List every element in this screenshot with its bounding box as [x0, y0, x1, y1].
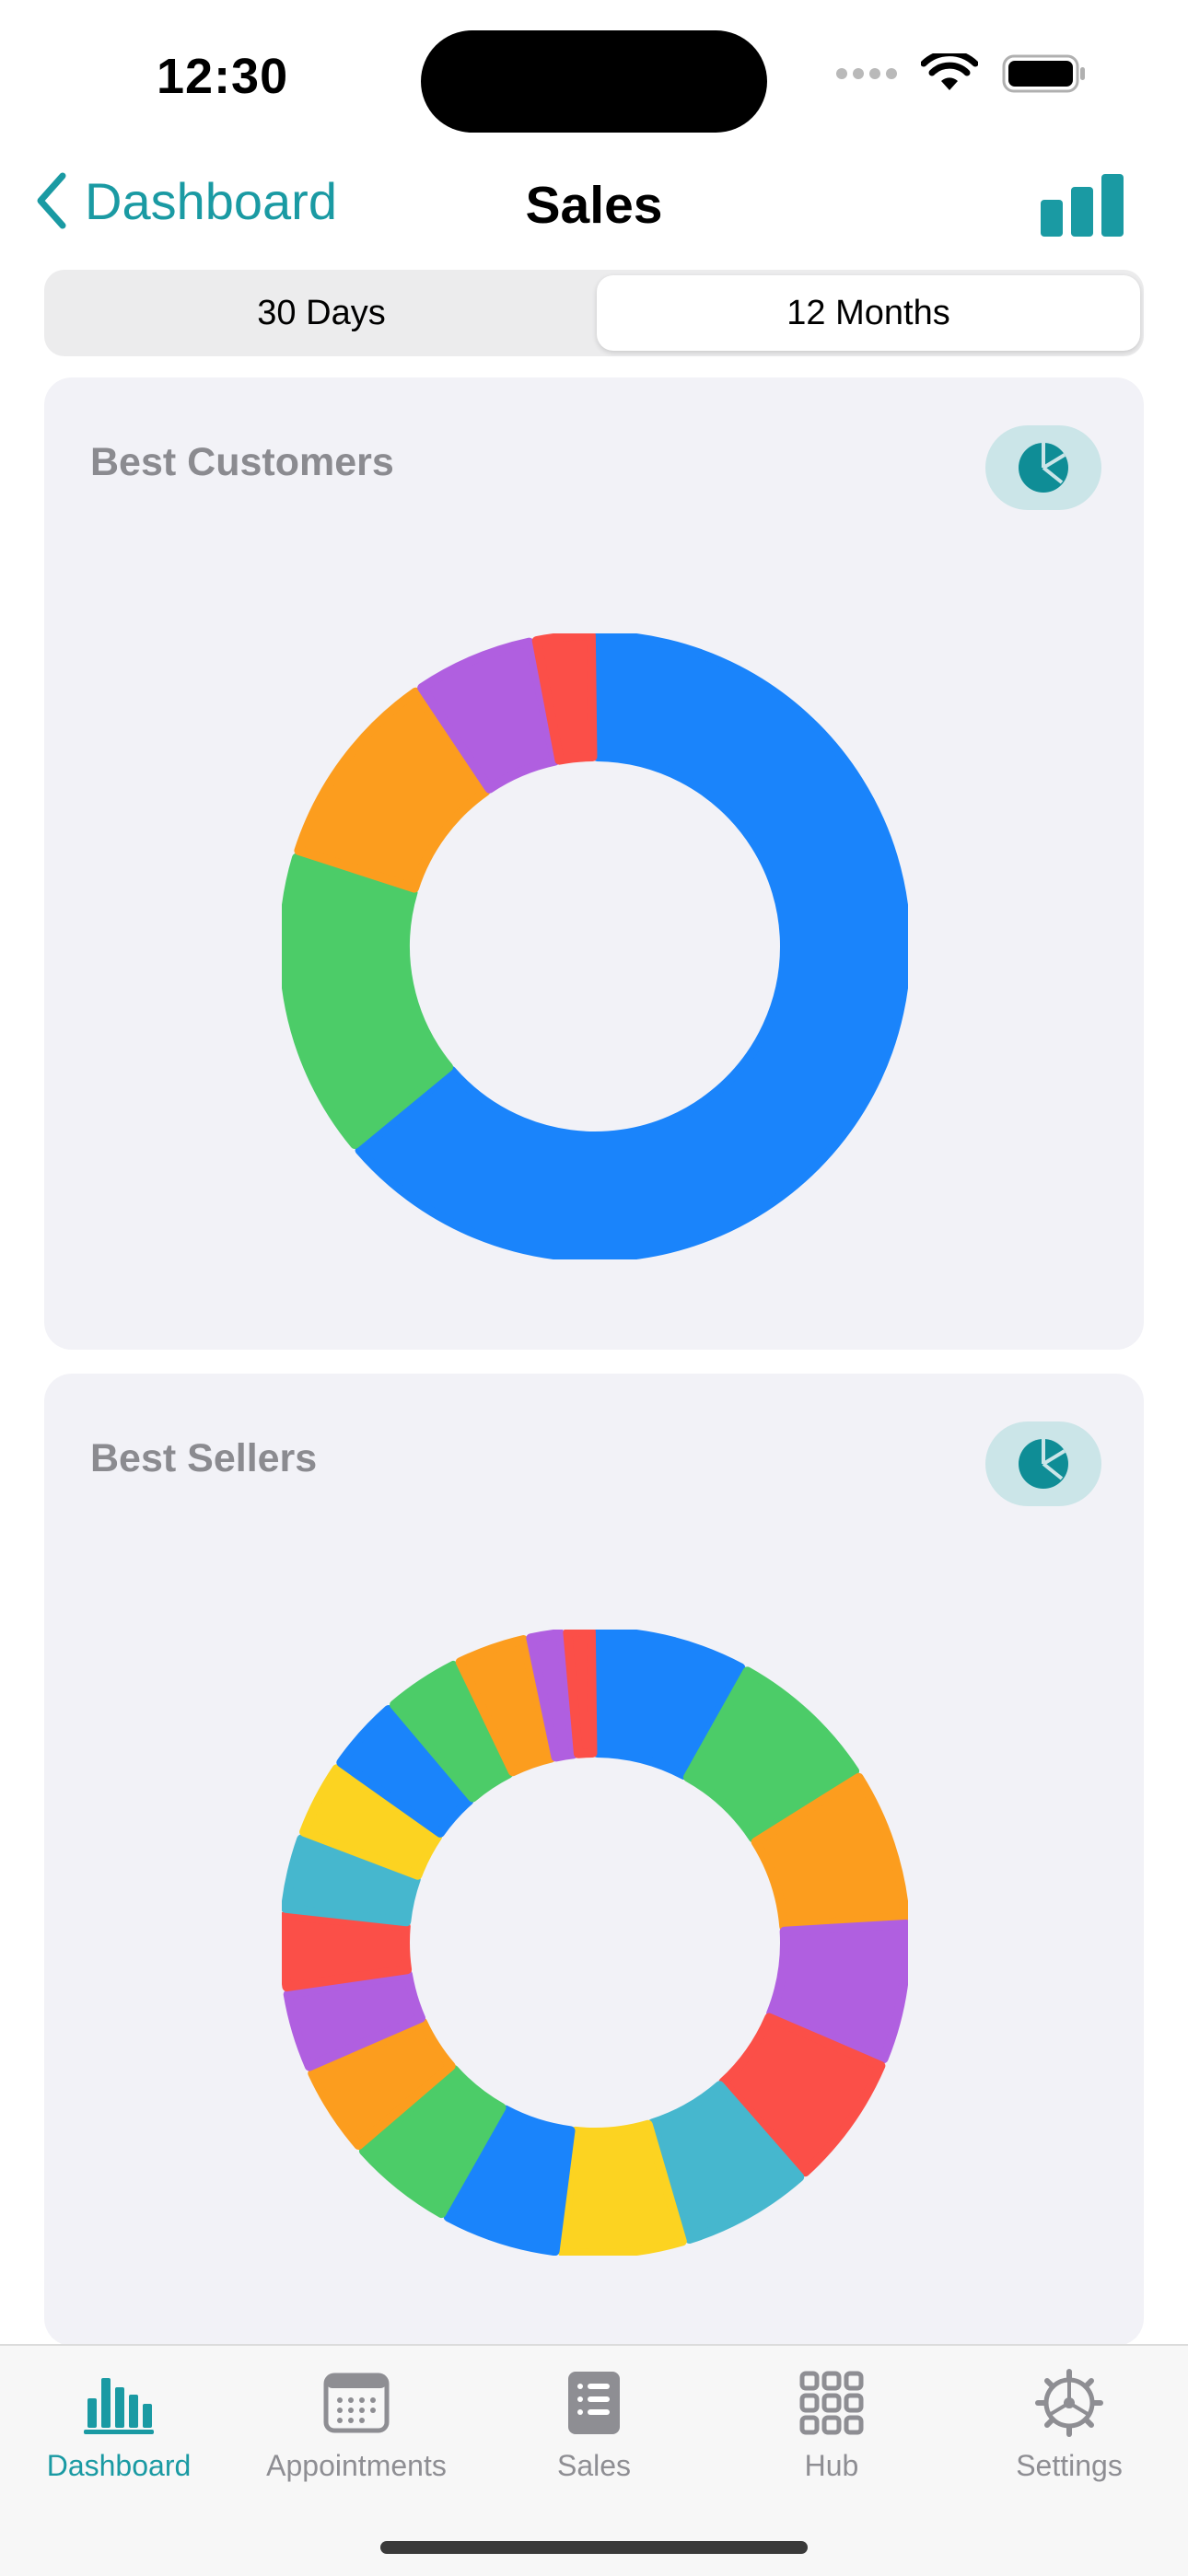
best-customers-donut-chart [282, 633, 908, 1259]
donut-slice-5 [718, 2013, 886, 2177]
donut-slice-6 [647, 2081, 805, 2245]
tab-settings[interactable]: Settings [950, 2366, 1188, 2483]
donut-slice-3 [294, 687, 491, 893]
chart-view-button[interactable] [1039, 172, 1125, 243]
dashboard-bars-icon [82, 2366, 156, 2440]
donut-slice-1 [592, 1630, 746, 1780]
donut-slice-19 [563, 1630, 598, 1758]
dynamic-island [421, 30, 767, 133]
donut-slice-7 [557, 2119, 687, 2256]
donut-slice-12 [282, 1910, 413, 1992]
list-doc-icon [566, 2366, 622, 2440]
chevron-left-icon [37, 172, 66, 229]
tab-label: Sales [556, 2449, 632, 2482]
pie-chart-toggle-button[interactable] [985, 425, 1101, 510]
best-sellers-donut-chart [282, 1630, 908, 2256]
pie-chart-icon [1019, 1439, 1068, 1489]
segment-12-months[interactable]: 12 Months [597, 275, 1140, 351]
tab-label: Appointments [266, 2449, 447, 2482]
donut-slice-15 [336, 1705, 474, 1838]
donut-slice-13 [282, 1834, 421, 1927]
status-time: 12:30 [157, 49, 289, 104]
wifi-icon [921, 53, 978, 90]
period-segmented-control: 30 Days 12 Months [44, 270, 1144, 356]
donut-slice-10 [308, 2017, 456, 2151]
tab-hub[interactable]: Hub [713, 2366, 950, 2483]
tab-appointments[interactable]: Appointments [238, 2366, 475, 2483]
donut-slice-3 [751, 1772, 908, 1932]
donut-slice-11 [283, 1969, 426, 2071]
battery-icon [1002, 54, 1085, 93]
tab-bar: Dashboard Appointments [0, 2344, 1188, 2576]
gear-icon [1034, 2366, 1104, 2440]
card-title: Best Customers [90, 440, 394, 484]
tab-sales[interactable]: Sales [475, 2366, 713, 2483]
tab-label: Settings [1016, 2449, 1123, 2482]
donut-slice-5 [531, 633, 598, 765]
tab-dashboard[interactable]: Dashboard [0, 2366, 238, 2483]
tab-label: Dashboard [46, 2449, 192, 2482]
cellular-signal-icon [836, 68, 897, 79]
best-sellers-card: Best Sellers [44, 1374, 1144, 2346]
status-icons [836, 53, 1087, 94]
back-button[interactable]: Dashboard [33, 170, 337, 231]
donut-slice-16 [390, 1660, 514, 1803]
donut-slice-8 [443, 2105, 576, 2256]
donut-slice-4 [766, 1919, 908, 2064]
donut-slice-2 [682, 1666, 860, 1843]
grid-icon [799, 2366, 864, 2440]
back-button-label: Dashboard [85, 171, 337, 230]
donut-slice-2 [282, 853, 454, 1150]
page-title: Sales [525, 176, 663, 235]
donut-slice-18 [526, 1630, 578, 1762]
donut-slice-1 [355, 633, 908, 1259]
donut-slice-14 [299, 1764, 443, 1880]
bar-chart-icon [1041, 174, 1124, 237]
calendar-icon [323, 2366, 390, 2440]
best-customers-card: Best Customers [44, 377, 1144, 1350]
pie-chart-icon [1019, 443, 1068, 493]
card-title: Best Sellers [90, 1436, 318, 1480]
donut-slice-4 [417, 637, 560, 794]
segment-30-days[interactable]: 30 Days [257, 293, 386, 332]
tab-label: Hub [804, 2449, 859, 2482]
home-indicator [380, 2541, 808, 2554]
donut-slice-9 [358, 2064, 507, 2219]
donut-slice-17 [455, 1635, 556, 1777]
pie-chart-toggle-button[interactable] [985, 1421, 1101, 1506]
